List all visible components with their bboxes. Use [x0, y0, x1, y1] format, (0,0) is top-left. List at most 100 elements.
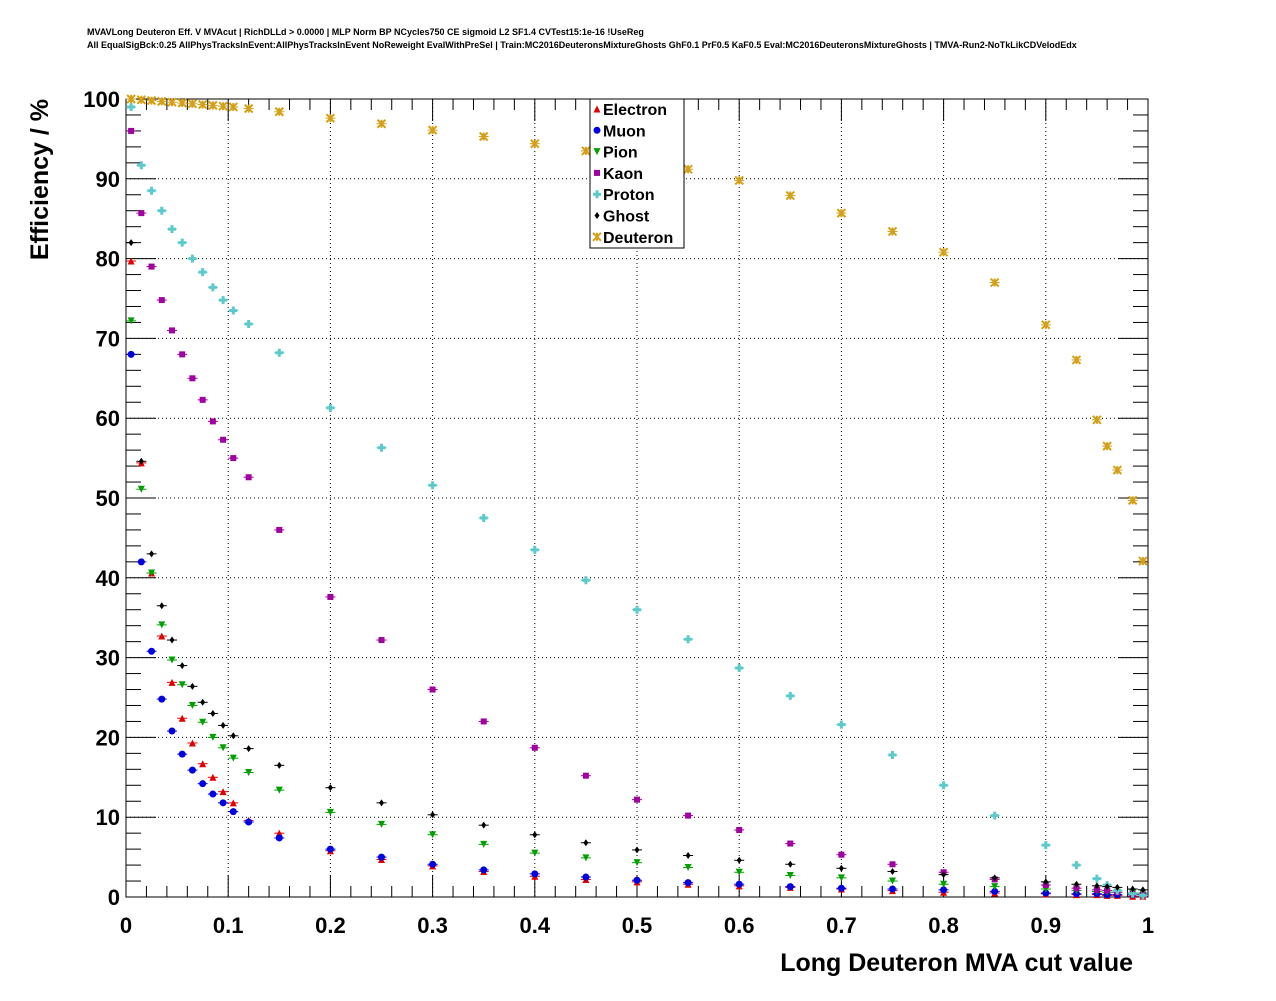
data-point-deuteron: [887, 226, 898, 237]
data-point-electron: [178, 714, 186, 722]
data-point-muon: [582, 873, 590, 881]
data-point-muon: [148, 647, 156, 655]
data-point-deuteron: [785, 190, 796, 201]
data-point-deuteron: [427, 125, 438, 135]
data-point-muon: [684, 879, 692, 887]
data-point-kaon: [148, 263, 155, 270]
data-point-kaon: [209, 418, 216, 425]
data-point-kaon: [245, 474, 252, 481]
legend-marker-deuteron: [592, 232, 602, 242]
data-point-ghost: [230, 732, 236, 740]
data-point-muon: [837, 884, 845, 892]
data-point-ghost: [1043, 878, 1049, 886]
data-point-proton: [1092, 874, 1101, 883]
data-point-deuteron: [243, 103, 254, 114]
data-point-kaon: [276, 526, 283, 533]
data-point-pion: [684, 863, 692, 871]
series-deuteron: [126, 94, 1148, 566]
legend-label-kaon: Kaon: [603, 166, 643, 183]
data-point-kaon: [889, 861, 896, 868]
data-point-proton: [198, 268, 207, 277]
y-tick-label: 30: [96, 646, 120, 671]
data-point-pion: [837, 874, 845, 882]
data-point-deuteron: [1102, 441, 1112, 451]
data-point-proton: [990, 811, 999, 820]
data-point-proton: [888, 750, 897, 759]
data-point-electron: [219, 788, 227, 796]
data-point-proton: [188, 254, 197, 263]
data-point-kaon: [685, 812, 692, 819]
data-point-ghost: [481, 821, 487, 829]
grid: [125, 98, 1149, 898]
data-point-electron: [209, 773, 217, 781]
data-point-ghost: [838, 864, 844, 872]
data-point-kaon: [138, 210, 145, 217]
data-point-deuteron: [325, 113, 336, 123]
y-tick-label: 40: [96, 566, 120, 591]
data-point-pion: [178, 681, 186, 689]
legend-marker-kaon: [594, 169, 600, 176]
legend-label-pion: Pion: [603, 145, 638, 162]
data-point-ghost: [634, 846, 640, 854]
data-point-muon: [188, 766, 196, 774]
data-point-ghost: [583, 839, 589, 847]
data-point-muon: [735, 880, 743, 888]
data-point-proton: [244, 320, 253, 329]
data-point-proton: [633, 605, 641, 614]
data-point-kaon: [128, 127, 135, 134]
data-point-proton: [1041, 841, 1050, 850]
y-tick-label: 0: [108, 885, 120, 910]
data-point-kaon: [158, 297, 165, 304]
data-point-proton: [530, 545, 539, 554]
data-point-electron: [229, 799, 237, 807]
data-point-muon: [429, 860, 437, 868]
data-point-proton: [147, 186, 156, 195]
y-tick-label: 20: [96, 725, 120, 750]
y-tick-label: 90: [96, 167, 120, 192]
data-point-muon: [1042, 889, 1050, 897]
data-point-ghost: [430, 811, 436, 819]
x-tick-label: 0.6: [724, 913, 755, 938]
data-point-proton: [208, 283, 217, 292]
data-point-electron: [127, 257, 135, 265]
data-point-kaon: [230, 455, 237, 462]
data-point-pion: [229, 754, 237, 762]
data-point-pion: [582, 854, 590, 862]
data-point-ghost: [787, 860, 793, 868]
data-point-ghost: [379, 799, 384, 807]
data-point-kaon: [787, 840, 794, 847]
data-point-electron: [188, 739, 196, 747]
data-point-muon: [991, 887, 999, 895]
data-point-ghost: [941, 871, 947, 879]
data-point-muon: [245, 818, 253, 826]
data-point-proton: [837, 720, 846, 729]
data-points: [126, 94, 1148, 900]
data-point-ghost: [685, 852, 691, 860]
title-line-2: All EqualSigBck:0.25 AllPhysTracksInEven…: [87, 40, 1077, 50]
data-point-deuteron: [146, 95, 157, 106]
data-point-proton: [428, 481, 437, 490]
data-point-pion: [429, 831, 437, 839]
data-point-deuteron: [1127, 495, 1138, 506]
data-point-deuteron: [1092, 415, 1102, 425]
data-point-muon: [209, 790, 217, 798]
data-point-muon: [378, 853, 385, 861]
data-point-ghost: [532, 831, 538, 839]
data-point-ghost: [276, 761, 282, 769]
data-point-pion: [480, 840, 488, 848]
data-point-kaon: [1073, 885, 1080, 892]
data-point-pion: [148, 569, 156, 577]
data-point-muon: [633, 876, 641, 884]
data-point-pion: [127, 317, 135, 325]
x-tick-label: 0.8: [928, 913, 959, 938]
data-point-proton: [219, 296, 228, 305]
data-point-kaon: [220, 436, 227, 443]
data-point-deuteron: [167, 97, 177, 107]
data-point-muon: [889, 885, 896, 893]
data-point-ghost: [992, 874, 998, 882]
legend-label-muon: Muon: [603, 123, 646, 140]
data-point-muon: [168, 727, 176, 735]
legend: Electron Muon Pion Kaon Proton Ghost Deuteron: [589, 98, 685, 249]
data-point-deuteron: [136, 95, 147, 105]
